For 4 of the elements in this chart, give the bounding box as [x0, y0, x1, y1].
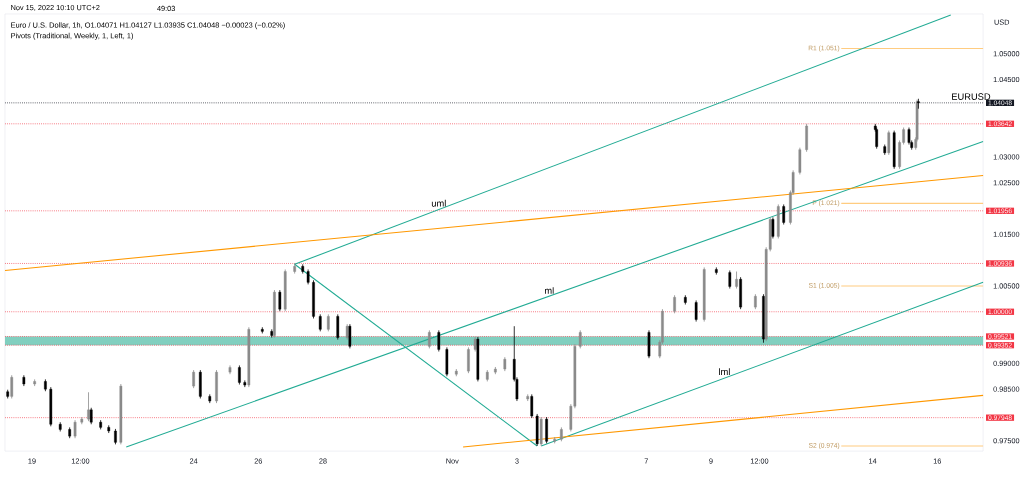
- annotation: EURUSD: [952, 93, 991, 100]
- annotation: ml: [544, 287, 554, 294]
- annotation: lml: [719, 368, 730, 375]
- annotation: uml: [431, 199, 446, 207]
